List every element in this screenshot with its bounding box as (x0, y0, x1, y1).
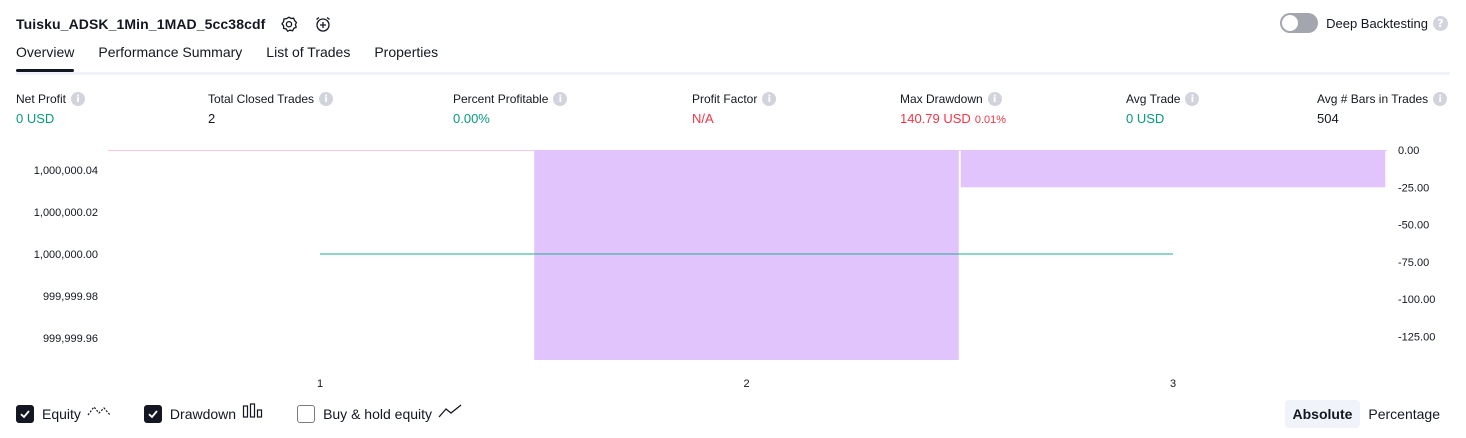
legend-drawdown[interactable]: Drawdown (143, 403, 264, 424)
strategy-name: Tuisku_ADSK_1Min_1MAD_5cc38cdf (16, 16, 266, 32)
metric-net-profit: Net Profit i 0 USD (16, 92, 86, 126)
metric-avg-bars-in-trades: Avg # Bars in Trades i 504 (1317, 92, 1448, 126)
metric-value: N/A (692, 111, 714, 126)
left-axis-tick: 1,000,000.02 (34, 207, 98, 219)
metric-label: Profit Factor (692, 92, 758, 106)
metric-value: 504 (1317, 111, 1339, 126)
legend-label: Drawdown (169, 405, 237, 422)
right-axis-tick: 0.00 (1398, 145, 1419, 157)
help-icon[interactable]: ? (1433, 15, 1448, 31)
buy-hold-line-icon (438, 403, 462, 424)
metrics-row: Net Profit i 0 USD Total Closed Trades i 2… (16, 92, 1450, 132)
left-axis-tick: 1,000,000.00 (34, 249, 98, 261)
metric-value: 140.79 USD 0.01% (900, 111, 1006, 126)
metric-label: Net Profit (16, 92, 67, 106)
tab-bar: Overview Performance Summary List of Tra… (16, 44, 462, 72)
metric-value-percent: 0.01% (974, 114, 1007, 126)
left-axis-tick: 1,000,000.04 (34, 165, 98, 177)
metric-label: Avg Trade (1126, 92, 1181, 106)
tab-overview[interactable]: Overview (16, 44, 75, 72)
right-axis-tick: -100.00 (1398, 294, 1435, 306)
right-axis-tick: -25.00 (1398, 182, 1429, 194)
info-icon[interactable]: i (71, 92, 86, 106)
metric-label: Avg # Bars in Trades (1317, 92, 1429, 106)
x-axis-tick: 1 (317, 378, 323, 390)
strategy-header: Tuisku_ADSK_1Min_1MAD_5cc38cdf (16, 12, 333, 36)
metric-avg-trade: Avg Trade i 0 USD (1126, 92, 1200, 126)
equity-drawdown-chart[interactable]: 1,000,000.04 1,000,000.02 1,000,000.00 999,… (0, 140, 1466, 400)
metric-label: Max Drawdown (900, 92, 983, 106)
tab-properties[interactable]: Properties (374, 44, 439, 60)
toggle-knob (1282, 15, 1299, 31)
absolute-button[interactable]: Absolute (1284, 400, 1361, 428)
deep-backtesting-toggle[interactable] (1280, 13, 1319, 33)
metric-profit-factor: Profit Factor i N/A (692, 92, 777, 126)
metric-value-main: 140.79 USD (900, 111, 971, 126)
tab-list-of-trades[interactable]: List of Trades (266, 44, 351, 60)
metric-label: Total Closed Trades (208, 92, 315, 106)
left-axis-tick: 999,999.98 (43, 291, 98, 303)
tabs-divider (16, 72, 1450, 75)
info-icon[interactable]: i (1433, 92, 1448, 106)
drawdown-bars-icon (242, 403, 264, 424)
chart-canvas[interactable]: 1,000,000.04 1,000,000.02 1,000,000.00 999,… (0, 140, 1466, 400)
right-axis-tick: -125.00 (1398, 331, 1435, 343)
legend-equity[interactable]: Equity (16, 403, 111, 424)
metric-max-drawdown: Max Drawdown i 140.79 USD 0.01% (900, 92, 1006, 126)
x-axis-tick: 2 (743, 378, 749, 390)
info-icon[interactable]: i (553, 92, 568, 106)
legend-label: Equity (42, 405, 81, 422)
metric-label: Percent Profitable (453, 92, 549, 106)
x-axis-tick: 3 (1170, 378, 1176, 390)
legend-buy-hold[interactable]: Buy & hold equity (297, 403, 462, 424)
right-axis-tick: -75.00 (1398, 257, 1429, 269)
drawdown-bar (960, 150, 1386, 188)
chart-legend: Equity Drawdown Buy & hold equity (16, 403, 495, 424)
metric-value: 0.00% (453, 111, 490, 126)
metric-total-closed-trades: Total Closed Trades i 2 (208, 92, 334, 126)
deep-backtesting-label: Deep Backtesting (1326, 15, 1428, 31)
metric-value: 2 (208, 111, 216, 126)
equity-line-icon (87, 403, 111, 424)
left-axis-tick: 999,999.96 (43, 333, 98, 345)
deep-backtesting: Deep Backtesting ? (1280, 13, 1448, 33)
percentage-button[interactable]: Percentage (1368, 406, 1440, 422)
metric-percent-profitable: Percent Profitable i 0.00% (453, 92, 568, 126)
info-icon[interactable]: i (319, 92, 334, 106)
settings-icon[interactable] (279, 14, 299, 34)
buy-hold-checkbox[interactable] (297, 404, 316, 423)
drawdown-bar (534, 150, 959, 360)
info-icon[interactable]: i (987, 92, 1002, 106)
value-mode-switch: Absolute Percentage (1284, 400, 1449, 428)
alarm-plus-icon[interactable] (313, 14, 333, 34)
info-icon[interactable]: i (762, 92, 777, 106)
metric-value: 0 USD (16, 111, 55, 126)
right-axis-tick: -50.00 (1398, 220, 1429, 232)
drawdown-checkbox[interactable] (143, 404, 162, 423)
legend-label: Buy & hold equity (323, 405, 433, 422)
tab-performance-summary[interactable]: Performance Summary (98, 44, 243, 60)
info-icon[interactable]: i (1185, 92, 1200, 106)
metric-value: 0 USD (1126, 111, 1165, 126)
equity-checkbox[interactable] (16, 404, 34, 423)
